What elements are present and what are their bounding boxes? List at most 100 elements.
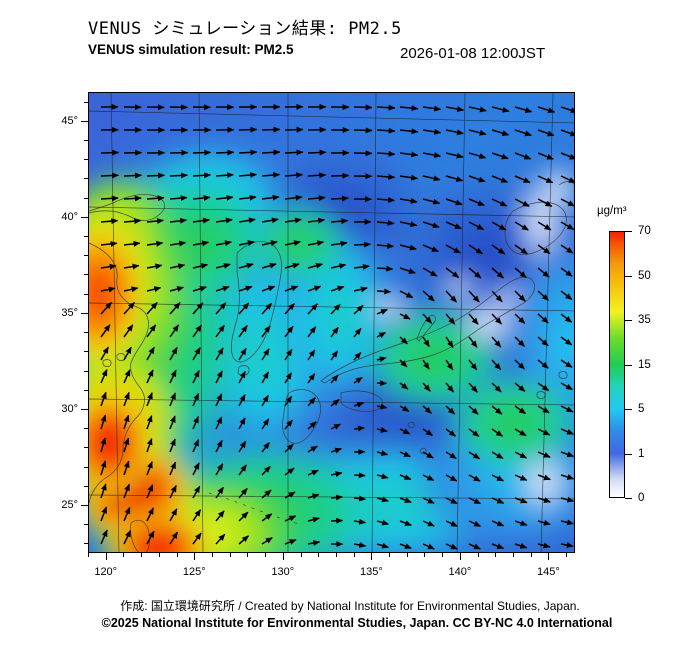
wind-vector-arrow: [399, 151, 419, 158]
wind-vector-arrow: [376, 173, 396, 180]
wind-vector-arrow: [307, 493, 320, 500]
wind-vector-arrow: [422, 382, 431, 392]
wind-vector-arrow: [353, 327, 362, 338]
x-axis-minor-tick: [123, 553, 125, 557]
wind-vector-arrow: [100, 149, 120, 156]
wind-vector-arrow: [238, 126, 258, 133]
wind-vector-arrow: [399, 405, 410, 413]
wind-vector-arrow: [238, 285, 253, 292]
wind-vector-arrow: [100, 391, 107, 407]
y-axis-minor-tick: [84, 236, 88, 238]
wind-vector-arrow: [284, 443, 294, 453]
wind-vector-arrow: [560, 175, 574, 183]
wind-vector-arrow: [422, 198, 441, 205]
wind-vector-arrow: [445, 543, 458, 550]
wind-vector-arrow: [560, 428, 574, 435]
colorbar-tick-label: 5: [638, 403, 645, 415]
wind-vector-arrow: [215, 194, 234, 201]
wind-vector-arrow: [238, 172, 257, 179]
wind-vector-arrow: [192, 172, 211, 179]
x-axis-minor-tick: [566, 553, 568, 557]
wind-vector-arrow: [284, 491, 296, 499]
wind-vector-arrow: [192, 324, 203, 338]
wind-vector-arrow: [537, 175, 554, 184]
wind-vector-arrow: [468, 152, 487, 159]
wind-vector-arrow: [422, 405, 432, 414]
wind-vector-arrow: [330, 195, 349, 202]
wind-vector-arrow: [307, 469, 319, 476]
wind-vector-arrow: [192, 263, 208, 269]
x-axis-minor-tick: [265, 553, 267, 557]
wind-vector-arrow: [353, 472, 366, 479]
wind-vector-arrow: [399, 313, 411, 320]
wind-vector-arrow: [284, 467, 295, 476]
wind-vector-arrow: [468, 382, 478, 393]
colorbar[interactable]: [609, 231, 625, 498]
wind-vector-arrow: [238, 488, 248, 499]
wind-vector-arrow: [284, 419, 293, 430]
wind-vector-arrow: [146, 302, 158, 315]
wind-vector-arrow: [261, 194, 280, 201]
wind-vector-arrow: [238, 417, 246, 430]
wind-vector-arrow: [192, 195, 211, 201]
y-axis-minor-tick: [84, 159, 88, 161]
wind-vector-arrow: [123, 530, 132, 545]
wind-vector-arrow: [491, 543, 505, 550]
wind-vector-arrow: [491, 336, 502, 348]
wind-vector-arrow: [215, 302, 227, 315]
y-axis-minor-tick: [84, 140, 88, 142]
wind-vector-arrow: [422, 359, 430, 370]
wind-vector-arrow: [100, 460, 107, 476]
wind-vector-arrow: [284, 285, 299, 292]
wind-vector-arrow: [307, 172, 327, 179]
x-axis-minor-tick: [477, 553, 479, 557]
wind-vector-arrow: [192, 369, 200, 384]
wind-vector-arrow: [537, 428, 551, 436]
wind-vector-arrow: [307, 217, 326, 224]
graticule: [89, 93, 574, 552]
wind-vector-arrow: [330, 326, 339, 338]
wind-vector-arrow: [169, 195, 188, 202]
wind-vector-arrow: [514, 244, 528, 255]
wind-vector-arrow: [330, 423, 341, 430]
wind-vector-arrow: [261, 513, 273, 522]
wind-vector-arrow: [468, 451, 481, 460]
wind-vector-arrow: [169, 531, 179, 545]
wind-vector-arrow: [560, 198, 574, 207]
wind-vector-arrow: [514, 106, 533, 113]
wind-vector-arrow: [284, 302, 296, 315]
wind-vector-arrow: [491, 244, 506, 255]
wind-vector-arrow: [123, 218, 142, 225]
wind-vector-arrow: [169, 240, 187, 247]
wind-vector-arrow: [307, 149, 327, 156]
wind-vector-arrow: [514, 129, 532, 137]
wind-vector-arrow: [376, 542, 389, 549]
colorbar-tick-label: 1: [638, 447, 645, 460]
wind-vector-arrow: [307, 373, 316, 384]
wind-vector-arrow: [100, 301, 113, 315]
wind-vector-arrow: [514, 313, 526, 325]
wind-vector-arrow: [192, 149, 212, 156]
colorbar-tick-label: 15: [638, 358, 651, 371]
wind-vector-arrow: [353, 401, 365, 408]
wind-vector-arrow: [445, 474, 458, 482]
wind-vector-arrow: [261, 217, 279, 224]
wind-vector-arrow: [491, 129, 510, 136]
wind-vector-arrow: [376, 496, 389, 503]
wind-vector-arrow: [146, 369, 154, 384]
wind-vector-arrow: [445, 267, 460, 279]
page-title-english: VENUS simulation result: PM2.5: [88, 42, 294, 57]
wind-vector-arrow: [100, 506, 108, 522]
wind-vector-arrow: [537, 106, 555, 114]
wind-vector-arrow: [123, 506, 131, 522]
wind-vector-arrow: [192, 532, 202, 545]
wind-vector-arrow: [169, 461, 177, 476]
wind-vector-arrow: [123, 483, 130, 499]
wind-vector-arrow: [560, 496, 574, 503]
wind-vector-arrow: [238, 535, 249, 545]
wind-vector-arrow: [238, 217, 256, 224]
map-plot-area[interactable]: [88, 92, 575, 553]
wind-vector-arrow: [169, 508, 178, 522]
wind-vector-arrow: [445, 359, 454, 371]
wind-vector-arrow: [123, 369, 131, 384]
